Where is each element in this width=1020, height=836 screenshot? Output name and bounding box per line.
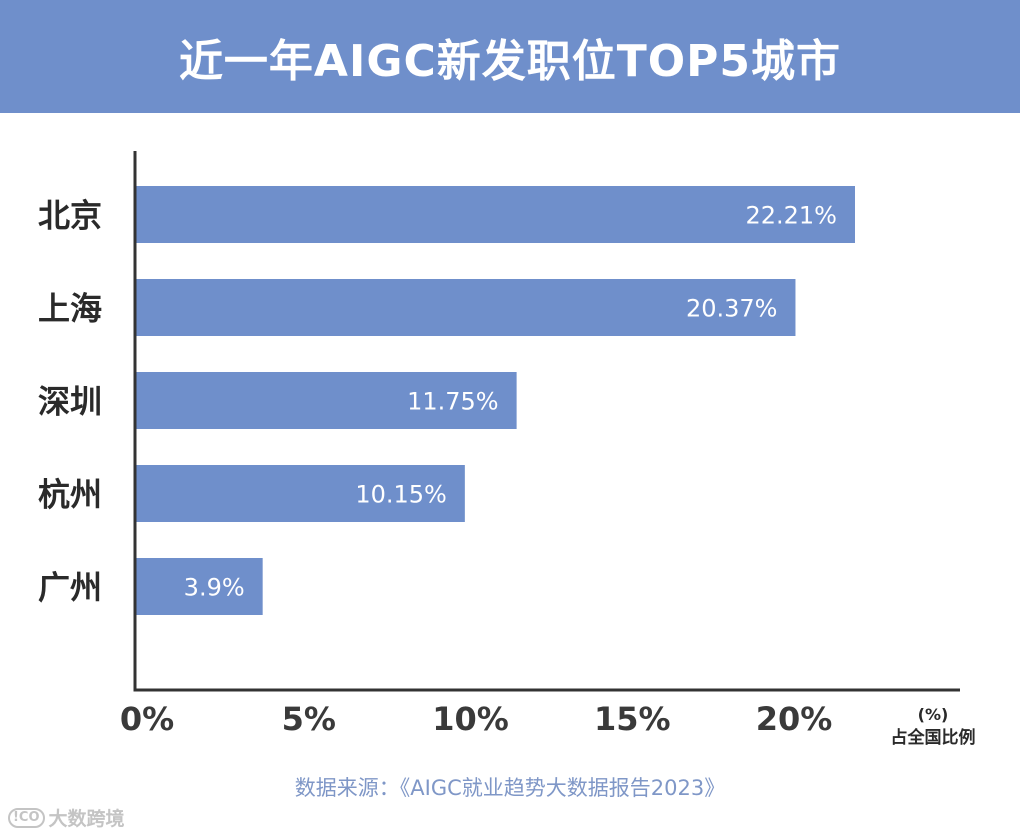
bar-2 [136,279,796,336]
chart-title: 近一年AIGC新发职位TOP5城市 [178,35,842,87]
bar-3 [136,372,517,429]
value-label-3: 11.75% [407,388,499,416]
value-label-2: 20.37% [686,295,778,323]
bar-5 [136,558,263,615]
value-label-4: 10.15% [355,481,447,509]
value-label-5: 3.9% [184,574,245,602]
category-label-5: 广州 [38,569,102,607]
x-tick-label-3: 10% [432,700,509,738]
watermark-logo-icon: !CO [8,807,45,828]
x-axis-unit: (%) [918,705,949,724]
x-tick-label-2: 5% [282,700,336,738]
category-label-4: 杭州 [38,476,102,514]
category-label-2: 上海 [38,290,102,328]
bar-1 [136,186,855,243]
bar-chart: 北京 22.21% 上海 20.37% 深圳 11.75% 杭州 10.15% 广州 3.9% 0%… [38,151,976,748]
chart-header: 近一年AIGC新发职位TOP5城市 [0,0,1020,113]
category-label-3: 深圳 [38,383,102,421]
data-source: 数据来源：《AIGC就业趋势大数据报告2023》 [294,776,726,800]
x-tick-label-1: 0% [120,700,174,738]
x-tick-label-4: 15% [594,700,671,738]
x-axis-label: 占全国比例 [891,727,976,748]
x-tick-label-5: 20% [756,700,833,738]
watermark-text: 大数跨境 [48,808,125,830]
value-label-1: 22.21% [745,202,837,230]
watermark: !CO 大数跨境 [8,804,125,831]
bar-4 [136,465,465,522]
category-label-1: 北京 [38,197,102,235]
